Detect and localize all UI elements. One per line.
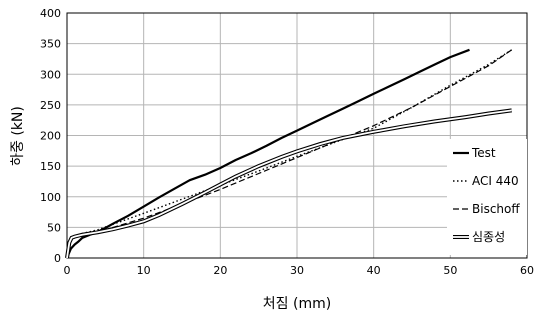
x-tick-label: 30 bbox=[290, 264, 304, 277]
y-tick-label: 400 bbox=[40, 7, 61, 20]
y-tick-label: 300 bbox=[40, 68, 61, 81]
legend-label: Bischoff bbox=[472, 202, 520, 216]
y-tick-label: 100 bbox=[40, 191, 61, 204]
x-tick-label: 10 bbox=[137, 264, 151, 277]
y-tick-label: 250 bbox=[40, 99, 61, 112]
x-tick-label: 0 bbox=[64, 264, 71, 277]
series-line-심종성-outer bbox=[65, 108, 512, 259]
x-axis-title: 처짐 (mm) bbox=[263, 296, 331, 312]
y-tick-label: 200 bbox=[40, 130, 61, 143]
y-tick-label: 350 bbox=[40, 38, 61, 51]
x-tick-label: 60 bbox=[520, 264, 534, 277]
legend-label: ACI 440 bbox=[472, 174, 519, 188]
series-line-심종성-inner bbox=[66, 109, 512, 259]
legend: Test ACI 440 Bischoff 심종성 bbox=[447, 139, 527, 255]
legend-label: Test bbox=[471, 146, 496, 160]
y-tick-label: 50 bbox=[47, 221, 61, 234]
y-axis-title: 하중 (kN) bbox=[10, 106, 26, 166]
plot-area-border bbox=[66, 12, 528, 259]
axes bbox=[66, 12, 528, 259]
x-tick-label: 40 bbox=[367, 264, 381, 277]
tick-labels: 0 50 100 150 200 250 300 350 400 0 10 20 30 40 50 60 bbox=[40, 7, 534, 277]
series-lines bbox=[65, 48, 513, 259]
y-tick-label: 0 bbox=[54, 252, 61, 265]
y-tick-label: 150 bbox=[40, 160, 61, 173]
x-tick-label: 50 bbox=[443, 264, 457, 277]
x-tick-label: 20 bbox=[213, 264, 227, 277]
grid-lines bbox=[66, 12, 528, 259]
legend-label: 심종성 bbox=[472, 230, 505, 244]
series-line-aci-440 bbox=[66, 49, 513, 259]
